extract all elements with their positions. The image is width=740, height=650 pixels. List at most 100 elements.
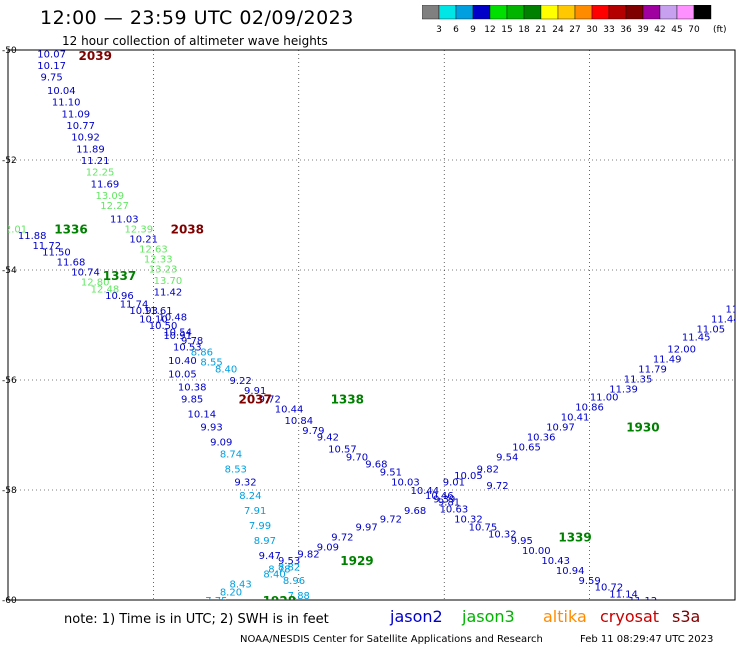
wave-height-label: 9.22 (230, 376, 252, 387)
wave-height-label: 11.44 (711, 314, 740, 325)
wave-height-label: 8.43 (230, 579, 252, 590)
pass-time-label: 1930 (626, 421, 659, 435)
wave-height-label: 10.86 (575, 403, 604, 414)
wave-height-label: 9.79 (302, 426, 324, 437)
wave-height-label: 12.25 (86, 168, 115, 179)
wave-height-label: 11.69 (91, 179, 120, 190)
wave-height-label: 9.09 (210, 438, 232, 449)
wave-height-label: 9.01 (443, 478, 465, 489)
wave-height-label: 10.63 (440, 504, 469, 515)
wave-height-label: 9.72 (380, 514, 402, 525)
wave-height-map: 303336394245-50-52-54-56-58-6010.0710.17… (0, 46, 740, 605)
wave-height-label: 10.21 (129, 234, 158, 245)
map-frame (7, 49, 736, 601)
wave-height-label: 12.39 (125, 224, 154, 235)
wave-height-label: 11.21 (81, 156, 110, 167)
lat-tick-label: -50 (2, 46, 17, 56)
pass-time-label: 1339 (558, 531, 591, 545)
wave-height-label: 10.93 (129, 306, 158, 317)
wave-height-label: 9.93 (200, 423, 222, 434)
lat-tick-label: -56 (2, 376, 17, 386)
wave-height-label: 10.57 (328, 444, 357, 455)
wave-height-label: 10.07 (37, 49, 66, 60)
wave-height-label: 11.45 (682, 333, 711, 344)
legend-label: 24 (552, 25, 564, 35)
legend-label: 6 (453, 25, 459, 35)
wave-height-label: 12.01 (0, 224, 27, 235)
wave-height-label: 12.33 (144, 254, 173, 265)
satellite-altika: altika (543, 607, 587, 626)
wave-height-label: 9.42 (317, 433, 339, 444)
wave-height-label: 11.12 (629, 596, 658, 605)
wave-height-label: 9.75 (40, 73, 62, 84)
wave-height-label: 9.47 (259, 551, 281, 562)
wave-height-label: 9.72 (331, 533, 353, 544)
legend-label: 15 (501, 25, 512, 35)
wave-height-label: 9.82 (477, 464, 499, 475)
wave-height-label: 7.75 (205, 596, 227, 605)
wave-height-label: 9.53 (278, 556, 300, 567)
wave-height-label: 11.35 (624, 374, 653, 385)
wave-height-label: 10.65 (512, 443, 541, 454)
legend-label: 18 (518, 25, 530, 35)
legend-label: 45 (671, 25, 682, 35)
wave-height-label: 10.75 (469, 523, 498, 534)
lat-tick-label: -54 (2, 266, 17, 276)
wave-height-label: 9.95 (511, 536, 533, 547)
wave-height-label: 9.32 (234, 478, 256, 489)
wave-height-label: 8.82 (278, 563, 300, 574)
wave-height-label: 10.05 (454, 471, 483, 482)
wave-height-label: 11.72 (32, 241, 61, 252)
wave-height-label: 10.50 (149, 321, 178, 332)
wave-height-label: 8.55 (200, 358, 222, 369)
wave-height-label: 13.70 (154, 276, 183, 287)
wave-height-label: 12.27 (100, 201, 129, 212)
wave-height-label: 10.48 (158, 313, 187, 324)
wave-height-label: 11.39 (609, 384, 638, 395)
wave-height-label: 11.14 (609, 589, 638, 600)
legend-label: 21 (535, 25, 546, 35)
legend-label: 42 (654, 25, 665, 35)
wave-height-label: 10.36 (527, 433, 556, 444)
wave-height-label: 10.14 (188, 409, 217, 420)
wave-height-label: 11.00 (590, 393, 619, 404)
map-subtitle: 12 hour collection of altimeter wave hei… (62, 34, 328, 48)
wave-height-label: 9.72 (486, 481, 508, 492)
wave-height-label: 10.17 (37, 61, 66, 72)
wave-height-label: 7.91 (244, 506, 266, 517)
satellite-jason2: jason2 (390, 607, 443, 626)
wave-height-label: 10.54 (163, 328, 192, 339)
lat-tick-label: -58 (2, 486, 17, 496)
footer-note: note: 1) Time is in UTC; 2) SWH is in fe… (64, 612, 329, 627)
wave-height-label: 8.53 (225, 464, 247, 475)
wave-height-label: 10.77 (66, 121, 95, 132)
legend-label: 27 (569, 25, 580, 35)
wave-height-label: 9.78 (181, 336, 203, 347)
satellite-cryosat: cryosat (600, 607, 660, 626)
wave-height-label: 11.50 (42, 248, 71, 259)
wave-height-label: 10.00 (522, 546, 551, 557)
wave-height-label: 10.40 (168, 356, 197, 367)
pass-time-label: 1337 (103, 269, 136, 283)
wave-height-label: 10.96 (105, 291, 134, 302)
pass-time-label: 2039 (79, 49, 112, 63)
wave-height-label: 9.51 (380, 468, 402, 479)
wave-height-label: 11.42 (154, 288, 183, 299)
wave-height-label: 10.44 (410, 486, 439, 497)
wave-height-label: 11.09 (62, 109, 91, 120)
legend-label: 9 (470, 25, 476, 35)
pass-time-label: 1929 (340, 554, 373, 568)
wave-height-label: 12.48 (91, 284, 120, 295)
color-scale-legend: 3 6 9 12 15 18 21 24 27 30 33 36 39 42 45 70 (ft) (422, 5, 727, 35)
wave-height-label: 13.23 (149, 264, 178, 275)
wave-height-label: 10.46 (425, 491, 454, 502)
wave-height-label: 10.84 (284, 416, 313, 427)
wave-height-label: 11.68 (57, 258, 86, 269)
wave-height-label: 10.92 (71, 133, 100, 144)
wave-height-label: 8.86 (191, 348, 213, 359)
wave-height-label: 9.72 (259, 394, 281, 405)
wave-height-label: 10.32 (488, 529, 517, 540)
satellite-s3a: s3a (672, 607, 701, 626)
wave-height-label: 10.05 (168, 369, 197, 380)
wave-height-label: 8.40 (263, 569, 285, 580)
